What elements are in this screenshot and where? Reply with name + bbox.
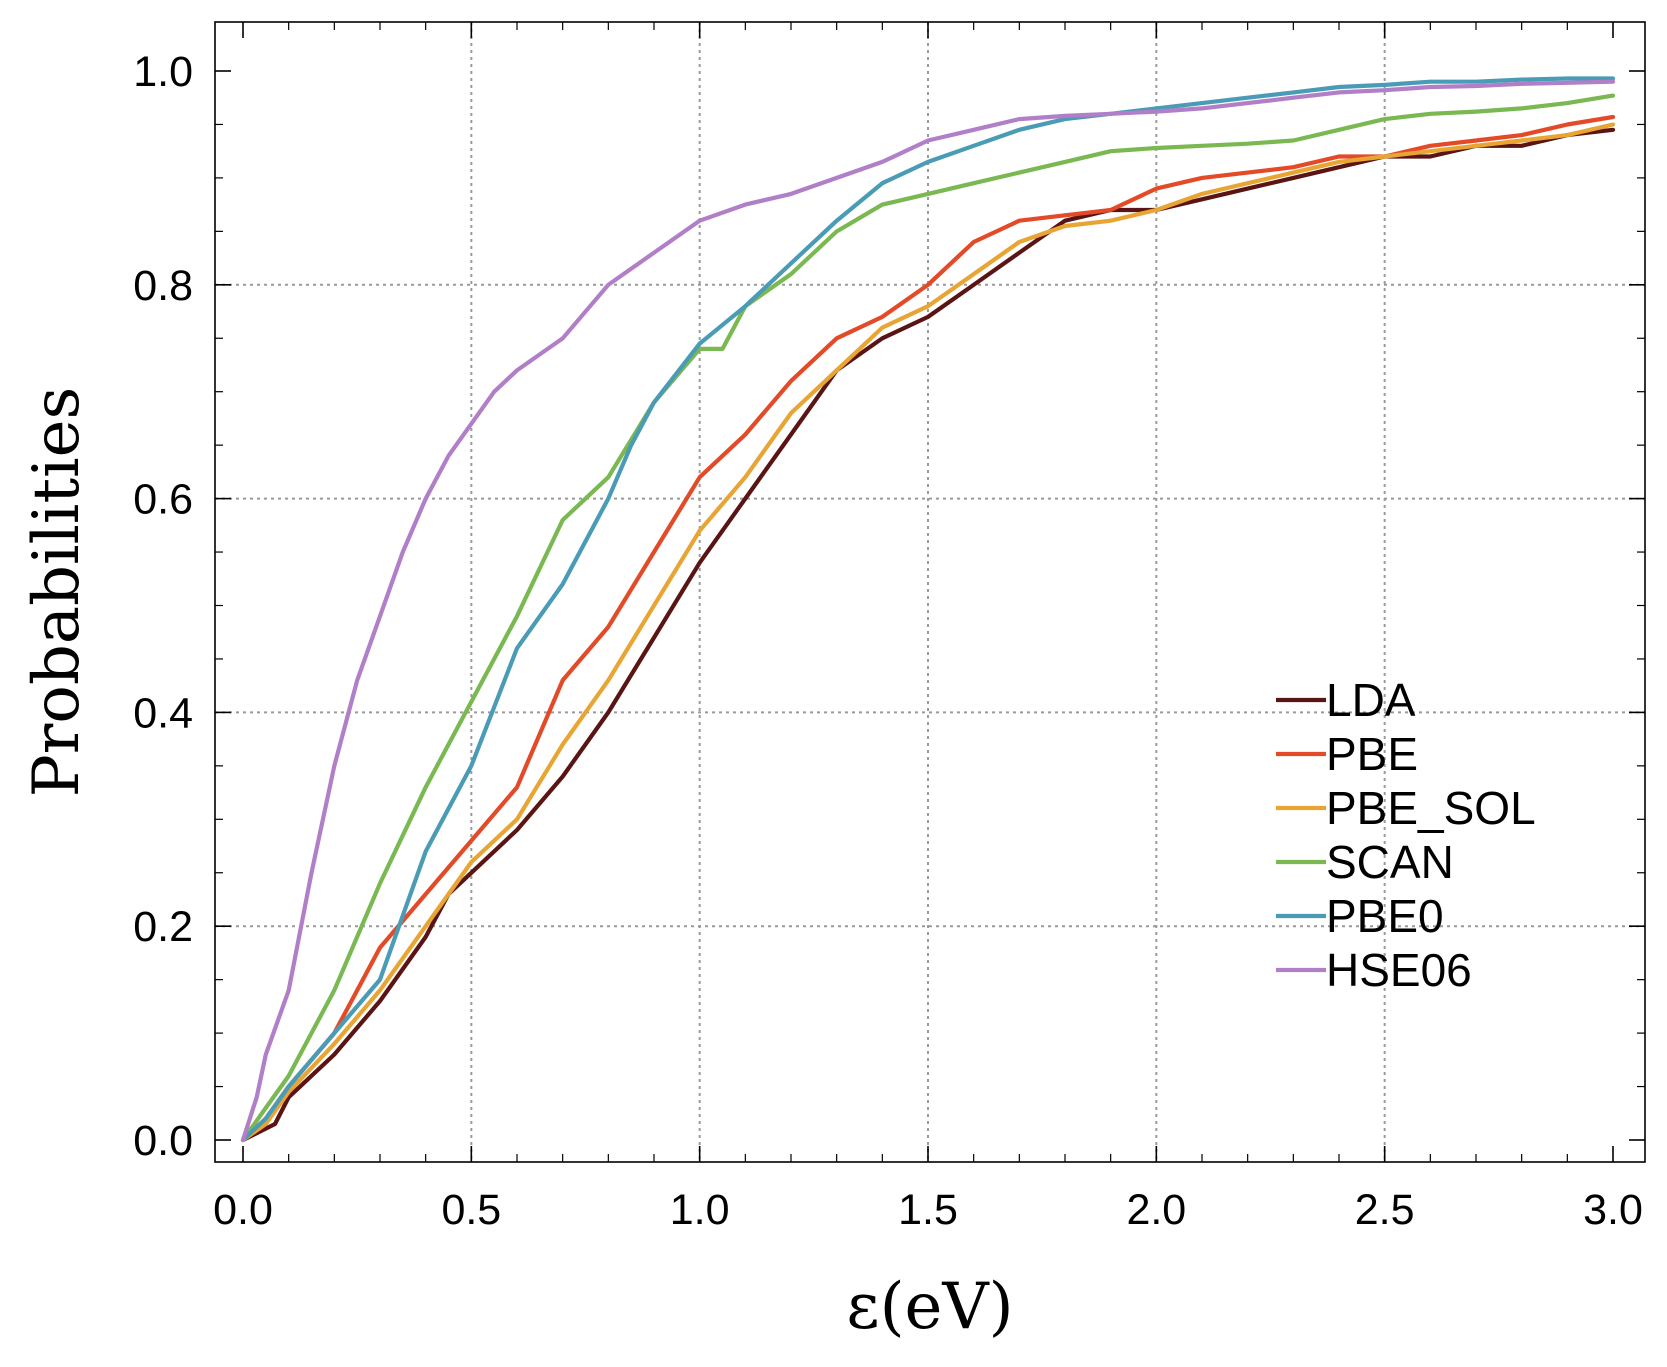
y-tick-label: 1.0: [133, 48, 193, 96]
legend-label-hse06: HSE06: [1326, 944, 1472, 996]
legend-label-lda: LDA: [1326, 674, 1416, 726]
y-axis-title: Probabilities: [20, 387, 94, 798]
legend-label-pbe: PBE: [1326, 728, 1418, 780]
y-tick-label: 0.8: [133, 262, 193, 310]
y-tick-label: 0.6: [133, 476, 193, 524]
legend-label-pbe-sol: PBE_SOL: [1326, 782, 1536, 834]
x-tick-label: 1.5: [898, 1186, 958, 1234]
plot-frame: [214, 21, 1646, 1163]
x-tick-label: 2.5: [1355, 1186, 1415, 1234]
x-axis-title: ε(eV): [846, 1270, 1013, 1344]
ticks: [215, 22, 1645, 1162]
x-tick-label: 2.0: [1126, 1186, 1186, 1234]
series-group: [240, 76, 1616, 1143]
series-line-pbe-sol: [240, 122, 1616, 1143]
series-line-pbe0: [240, 76, 1616, 1143]
series-line-hse06: [240, 79, 1616, 1143]
x-tick-label: 3.0: [1583, 1186, 1643, 1234]
y-tick-label: 0.2: [133, 903, 193, 951]
tick-labels: 0.0 0.5 1.0 1.5 2.0 2.5 3.0 0.0 0.2 0.4 0.6 0.8 1.0: [133, 48, 1643, 1234]
x-tick-label: 0.0: [213, 1186, 273, 1234]
y-tick-label: 0.0: [133, 1117, 193, 1165]
x-tick-label: 1.0: [670, 1186, 730, 1234]
legend-label-pbe0: PBE0: [1326, 890, 1444, 942]
y-tick-label: 0.4: [133, 689, 193, 737]
series-line-scan: [240, 93, 1616, 1143]
x-tick-label: 0.5: [441, 1186, 501, 1234]
legend-label-scan: SCAN: [1326, 836, 1454, 888]
